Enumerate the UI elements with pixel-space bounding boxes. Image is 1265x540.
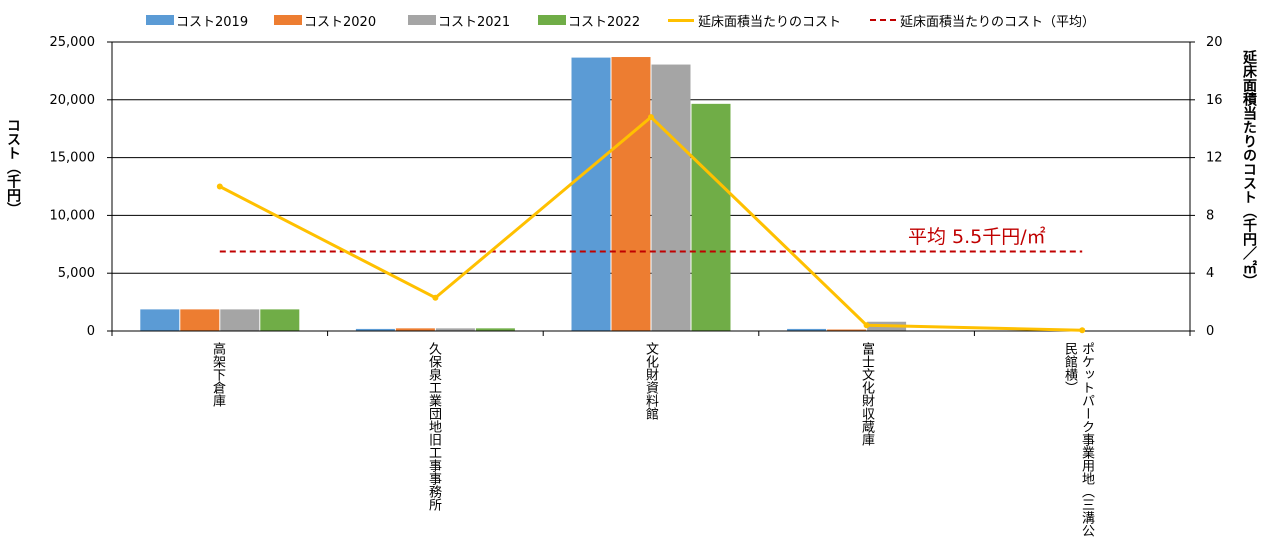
- legend-item-cost-2022: コスト2022: [538, 10, 640, 30]
- legend-swatch: [274, 15, 302, 25]
- y-tick-label-right: 8: [1206, 208, 1214, 223]
- y-tick-label-left: 0: [87, 324, 95, 339]
- category-label: 久保泉工業団地旧工事事務所: [426, 342, 441, 511]
- bar: [355, 328, 395, 331]
- bar: [611, 57, 651, 331]
- bar: [787, 328, 827, 331]
- bar: [180, 309, 220, 331]
- chart-legend: コスト2019 コスト2020 コスト2021 コスト2022 延床面積当たりの…: [0, 10, 1265, 32]
- bar: [475, 328, 515, 331]
- legend-item-cost-2019: コスト2019: [146, 10, 248, 30]
- bar: [691, 103, 731, 331]
- bar: [260, 309, 300, 331]
- y-tick-label-left: 15,000: [50, 151, 96, 166]
- category-label: ポケットパーク事業用地（三溝公民館横）: [1062, 342, 1094, 537]
- legend-swatch: [408, 15, 436, 25]
- line-point: [1079, 327, 1086, 334]
- line-point: [863, 322, 870, 329]
- legend-item-cost-2020: コスト2020: [274, 10, 376, 30]
- legend-label: 延床面積当たりのコスト: [698, 14, 842, 30]
- bar: [435, 328, 475, 331]
- bar: [140, 309, 180, 331]
- y-axis-title-left: コスト（千円）: [5, 118, 21, 216]
- bar: [571, 57, 611, 332]
- legend-swatch: [870, 19, 896, 21]
- category-label: 高架下倉庫: [210, 342, 225, 407]
- legend-item-cost-per-area: 延床面積当たりのコスト: [668, 10, 841, 30]
- line-point: [432, 294, 439, 301]
- y-tick-label-right: 20: [1206, 35, 1223, 50]
- y-tick-label-left: 25,000: [50, 35, 96, 50]
- legend-swatch: [538, 15, 566, 25]
- legend-label: 延床面積当たりのコスト（平均）: [900, 14, 1096, 30]
- y-tick-label-right: 0: [1206, 324, 1214, 339]
- line-point: [648, 114, 654, 121]
- legend-item-cost-per-area-average: 延床面積当たりのコスト（平均）: [870, 10, 1095, 30]
- legend-item-cost-2021: コスト2021: [408, 10, 510, 30]
- legend-swatch: [146, 15, 174, 25]
- y-tick-label-right: 12: [1206, 151, 1223, 166]
- average-annotation: 平均 5.5千円/㎡: [908, 226, 1046, 248]
- legend-label: コスト2022: [568, 14, 641, 30]
- y-axis-title-right: 延床面積当たりのコスト（千円／㎡）: [1241, 50, 1257, 288]
- legend-swatch: [668, 18, 694, 22]
- y-tick-label-left: 10,000: [50, 208, 96, 223]
- category-label: 文化財資料館: [643, 342, 658, 420]
- bar: [827, 329, 867, 331]
- legend-label: コスト2019: [176, 14, 249, 30]
- category-label: 富士文化財収蔵庫: [859, 342, 874, 446]
- legend-label: コスト2020: [304, 14, 377, 30]
- y-tick-label-right: 16: [1206, 93, 1223, 108]
- y-tick-label-left: 5,000: [58, 266, 95, 281]
- y-tick-label-right: 4: [1206, 266, 1214, 281]
- bar: [395, 328, 435, 331]
- y-tick-label-left: 20,000: [50, 93, 96, 108]
- bar: [651, 64, 691, 332]
- bar: [220, 309, 260, 331]
- legend-label: コスト2021: [438, 14, 511, 30]
- line-point: [216, 183, 223, 190]
